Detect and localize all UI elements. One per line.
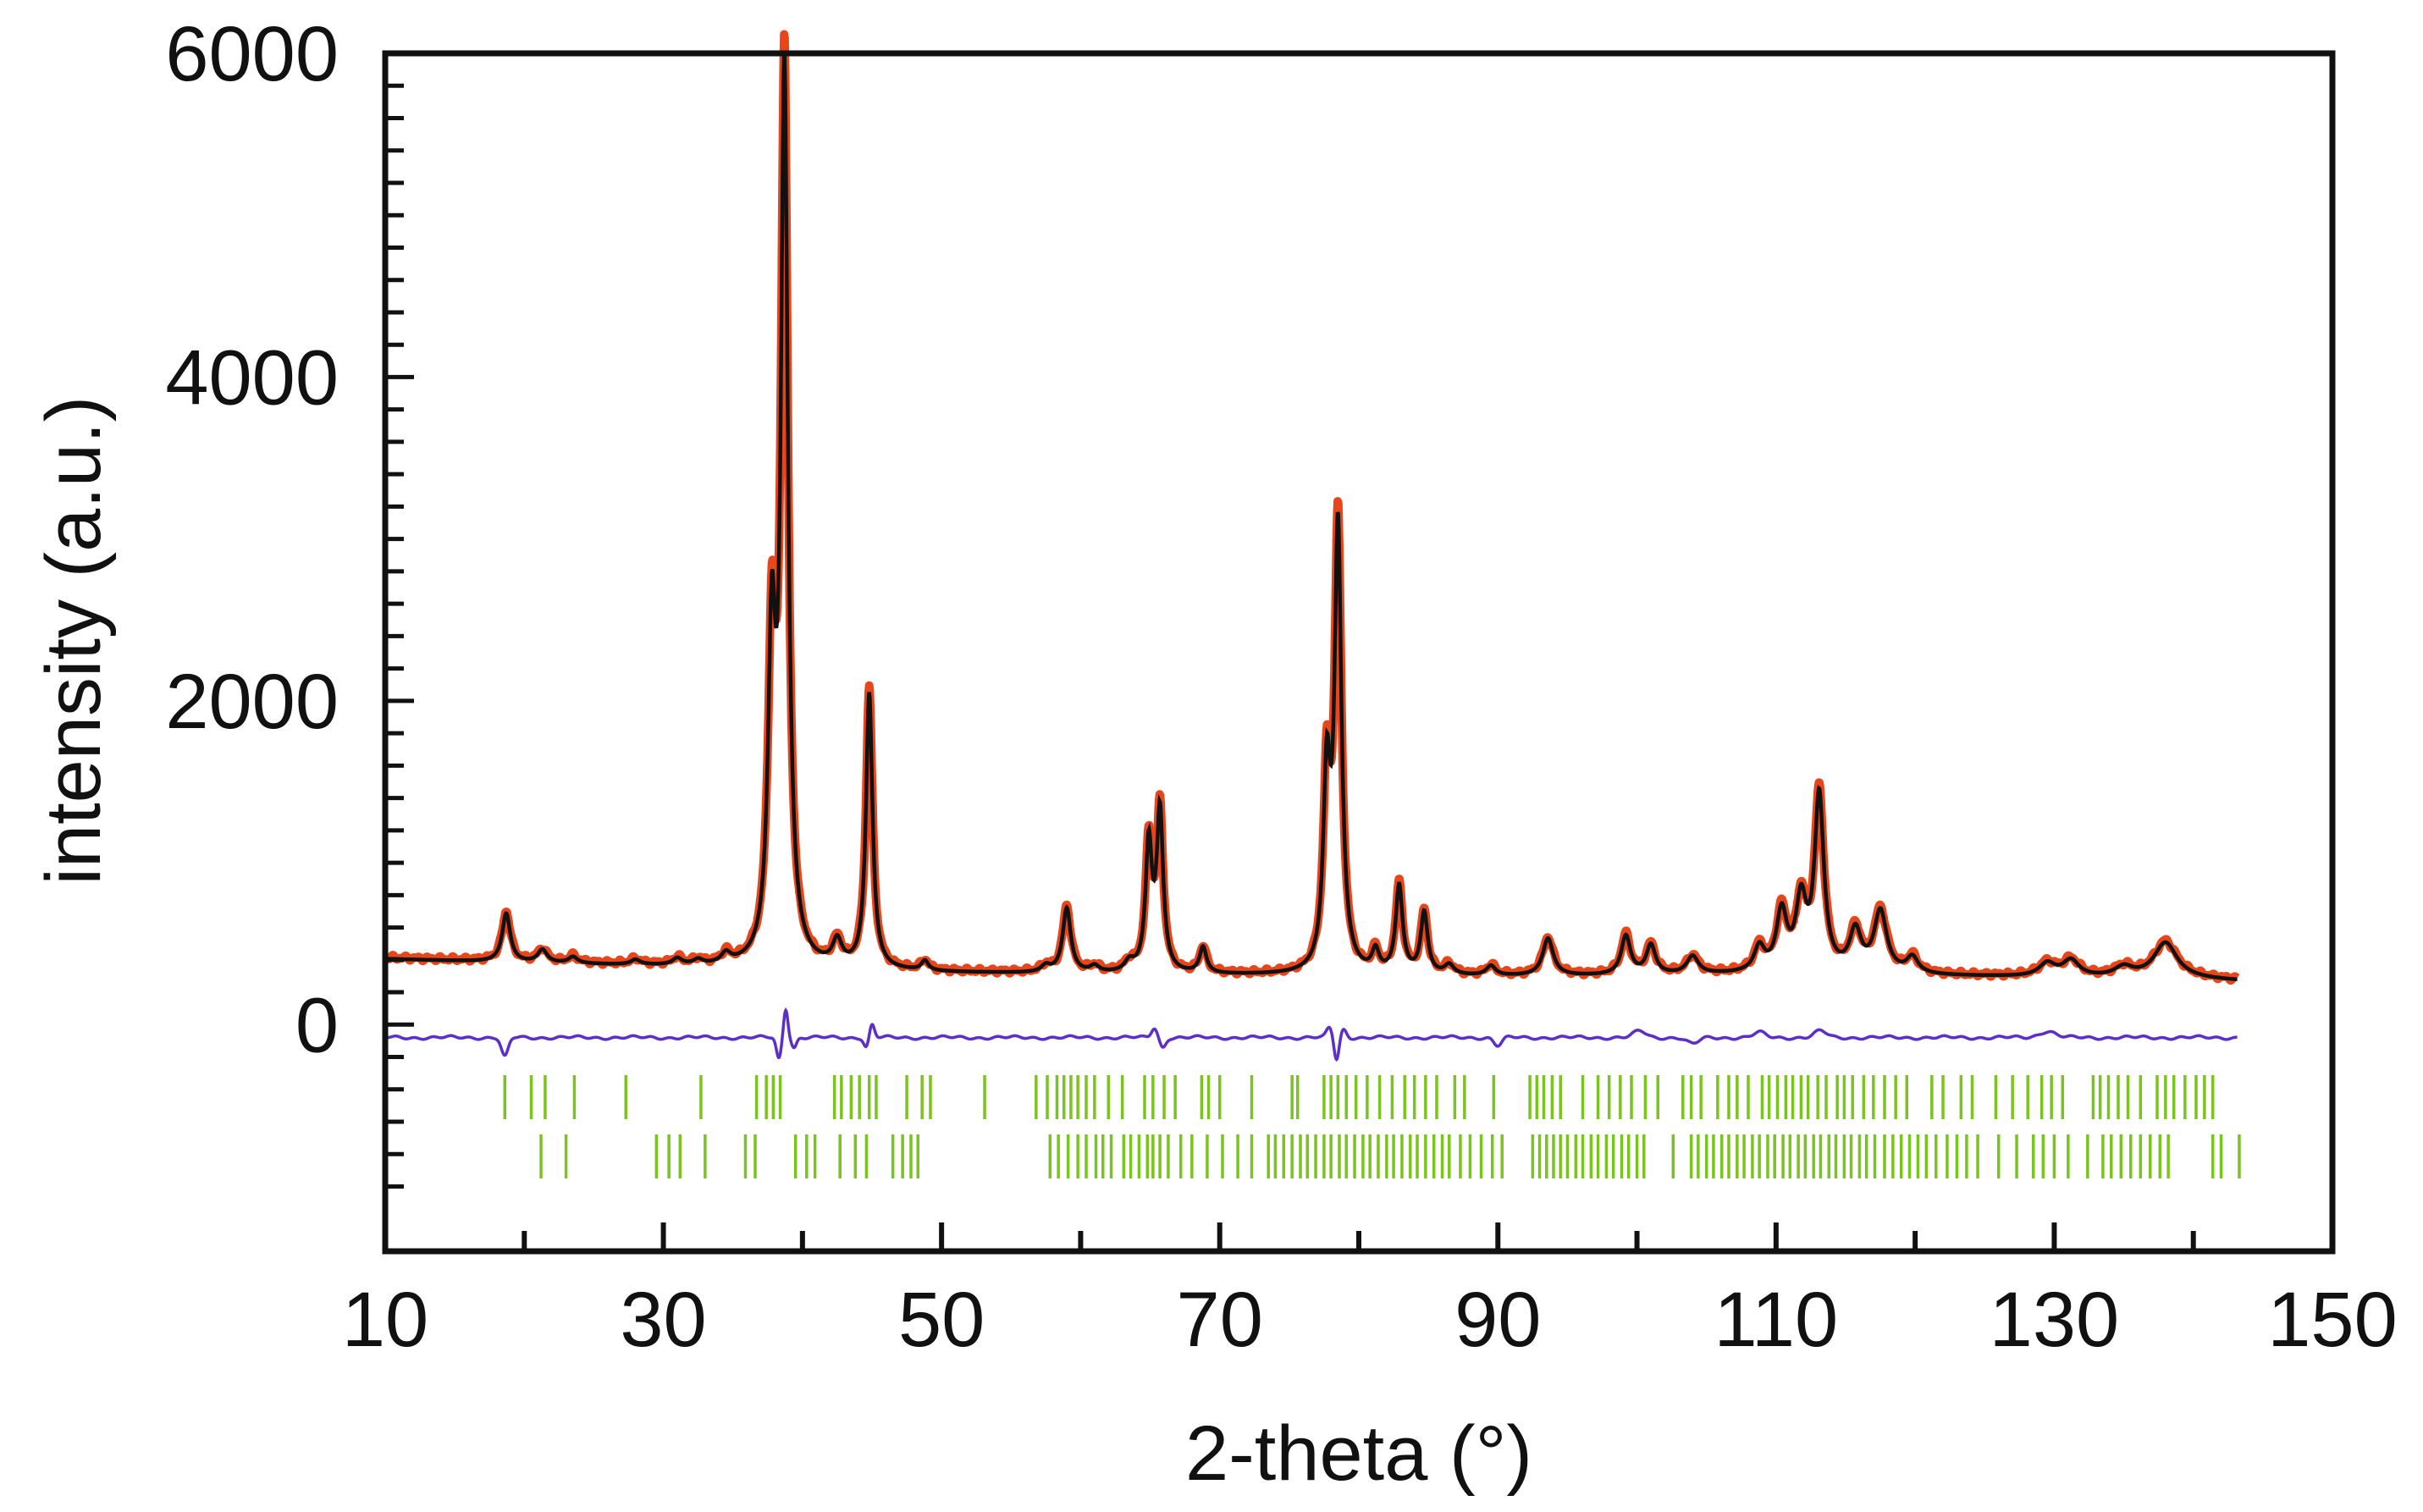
observed-point xyxy=(864,681,874,690)
calculated-curve-layer xyxy=(385,53,2238,981)
x-tick-label: 90 xyxy=(1454,1277,1541,1363)
observed-point xyxy=(768,555,777,565)
x-tick-label: 50 xyxy=(898,1277,985,1363)
x-axis-title: 2-theta (°) xyxy=(1185,1410,1532,1497)
observed-curve xyxy=(381,31,2241,985)
y-axis-title: intensity (a.u.) xyxy=(30,396,117,886)
y-tick-label: 6000 xyxy=(165,11,339,97)
observed-point xyxy=(780,30,789,39)
tick-labels: 10 30 50 70 90 110 130 150 0 2000 4000 6000 xyxy=(165,11,2397,1363)
difference-curve-layer xyxy=(384,1007,2238,1062)
observed-point xyxy=(1814,779,1824,788)
x-tick-label: 110 xyxy=(1714,1277,1839,1363)
difference-curve xyxy=(384,1007,2238,1062)
observed-points-layer xyxy=(381,30,2241,985)
y-tick-label: 0 xyxy=(295,982,339,1068)
x-tick-label: 10 xyxy=(342,1277,428,1363)
x-tick-label: 30 xyxy=(620,1277,706,1363)
axis-ticks xyxy=(383,51,2335,1251)
plot-frame xyxy=(382,50,2336,1255)
x-tick-label: 130 xyxy=(1990,1277,2120,1363)
observed-point xyxy=(1333,499,1343,509)
reflection-markers xyxy=(503,1075,2241,1178)
y-tick-label: 2000 xyxy=(165,659,339,745)
calculated-curve xyxy=(385,53,2238,981)
x-tick-label: 150 xyxy=(2267,1277,2398,1363)
y-tick-label: 4000 xyxy=(165,334,339,421)
x-tick-label: 70 xyxy=(1177,1277,1263,1363)
